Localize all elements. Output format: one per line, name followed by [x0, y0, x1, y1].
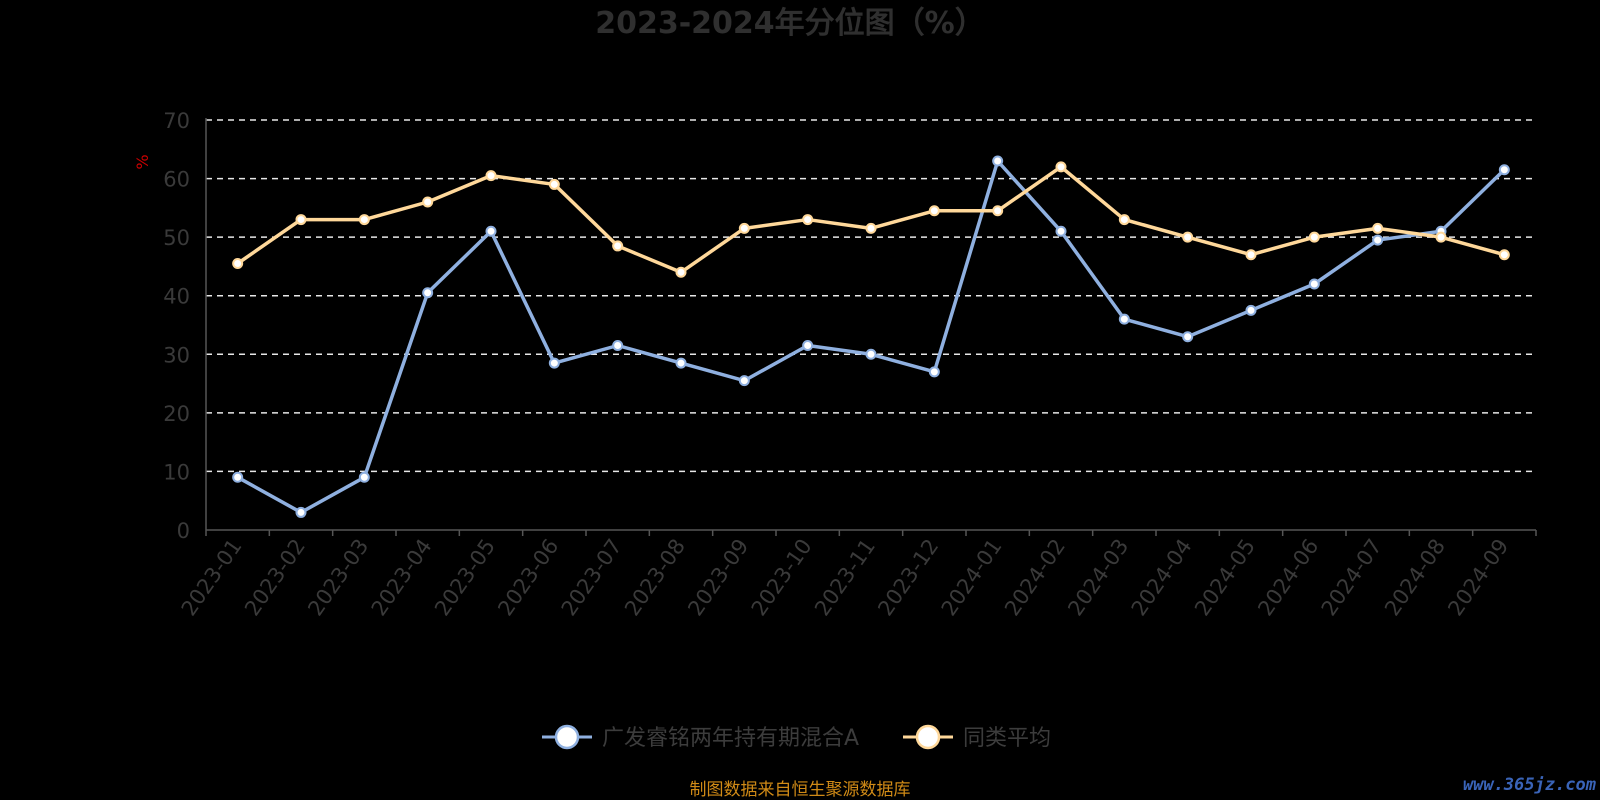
x-tick-label: 2024-09 — [1443, 535, 1513, 621]
y-tick-label: 0 — [177, 519, 190, 543]
y-axis-label: % — [133, 154, 152, 169]
data-point — [1055, 225, 1067, 237]
data-point — [358, 214, 370, 226]
data-point — [1182, 331, 1194, 343]
data-point — [738, 222, 750, 234]
y-tick-label: 50 — [163, 226, 190, 250]
y-tick-label: 70 — [163, 109, 190, 133]
series-2 — [232, 161, 1510, 278]
data-point — [485, 225, 497, 237]
data-point — [802, 214, 814, 226]
data-point — [1308, 231, 1320, 243]
series-line — [236, 165, 1505, 275]
data-point — [295, 506, 307, 518]
data-point — [1055, 161, 1067, 173]
chart-title: 2023-2024年分位图（%） — [595, 6, 985, 41]
x-ticks: 2023-012023-022023-032023-042023-052023-… — [177, 535, 1514, 621]
data-point — [992, 155, 1004, 167]
data-point — [992, 205, 1004, 217]
x-tick-label: 2023-03 — [303, 535, 373, 621]
data-point — [485, 170, 497, 182]
legend[interactable]: 广发睿铭两年持有期混合A 同类平均 — [542, 724, 1051, 751]
data-point — [548, 178, 560, 190]
x-tick-label: 2023-01 — [177, 535, 247, 621]
data-point — [1498, 249, 1510, 261]
legend-item-2[interactable]: 同类平均 — [903, 724, 1051, 751]
x-tick-label: 2024-07 — [1317, 535, 1387, 621]
y-tick-label: 40 — [163, 285, 190, 309]
data-point — [865, 222, 877, 234]
data-point — [738, 375, 750, 387]
data-point — [232, 471, 244, 483]
x-tick-label: 2023-05 — [430, 535, 500, 621]
data-point — [1182, 231, 1194, 243]
x-tick-label: 2024-03 — [1063, 535, 1133, 621]
legend-label: 同类平均 — [963, 726, 1051, 751]
watermark: www.365jz.com — [1463, 775, 1597, 795]
y-tick-label: 30 — [163, 343, 190, 367]
data-point — [612, 240, 624, 252]
series-1 — [232, 155, 1510, 518]
x-tick-label: 2023-06 — [493, 535, 563, 621]
data-point — [422, 287, 434, 299]
data-point — [928, 366, 940, 378]
data-point — [675, 266, 687, 278]
data-point — [675, 357, 687, 369]
x-tick-label: 2023-04 — [367, 535, 437, 621]
grid — [206, 119, 1536, 473]
x-tick-label: 2024-06 — [1253, 535, 1323, 621]
x-tick-label: 2023-11 — [810, 535, 880, 621]
data-source-note: 制图数据来自恒生聚源数据库 — [690, 780, 911, 800]
data-point — [612, 340, 624, 351]
y-ticks: 0 10 20 30 40 50 60 70 — [163, 109, 190, 543]
series-line — [236, 159, 1506, 515]
data-point — [232, 258, 244, 269]
data-point — [358, 471, 370, 483]
data-point — [548, 357, 560, 369]
legend-marker — [554, 724, 580, 750]
legend-item-1[interactable]: 广发睿铭两年持有期混合A — [542, 724, 859, 751]
x-tick-label: 2024-01 — [937, 535, 1007, 621]
y-tick-label: 10 — [163, 460, 190, 484]
legend-marker — [915, 724, 941, 750]
data-point — [1498, 164, 1510, 176]
data-point — [928, 205, 940, 217]
x-tick-label: 2023-09 — [683, 535, 753, 621]
x-tick-label: 2023-07 — [557, 535, 627, 621]
series-group — [232, 155, 1510, 518]
y-tick-label: 60 — [163, 168, 190, 192]
data-point — [295, 214, 307, 226]
data-point — [865, 348, 877, 360]
data-point — [1372, 222, 1384, 234]
data-point — [1435, 231, 1447, 243]
x-tick-label: 2023-08 — [620, 535, 690, 621]
x-tick-label: 2024-04 — [1127, 535, 1197, 621]
x-tick-label: 2023-10 — [747, 535, 817, 621]
data-point — [1118, 214, 1130, 226]
data-point — [1245, 249, 1257, 261]
data-point — [1245, 304, 1257, 316]
data-point — [422, 196, 434, 208]
x-tick-label: 2023-12 — [873, 535, 943, 621]
x-tick-label: 2024-05 — [1190, 535, 1260, 621]
x-tick-label: 2024-02 — [1000, 535, 1070, 621]
data-point — [802, 340, 814, 351]
x-tick-label: 2024-08 — [1380, 535, 1450, 621]
data-point — [1308, 278, 1320, 290]
y-tick-label: 20 — [163, 402, 190, 426]
data-point — [1118, 313, 1130, 325]
axes — [205, 118, 1537, 536]
data-point — [1372, 234, 1384, 246]
x-tick-label: 2023-02 — [240, 535, 310, 621]
legend-label: 广发睿铭两年持有期混合A — [602, 726, 859, 751]
